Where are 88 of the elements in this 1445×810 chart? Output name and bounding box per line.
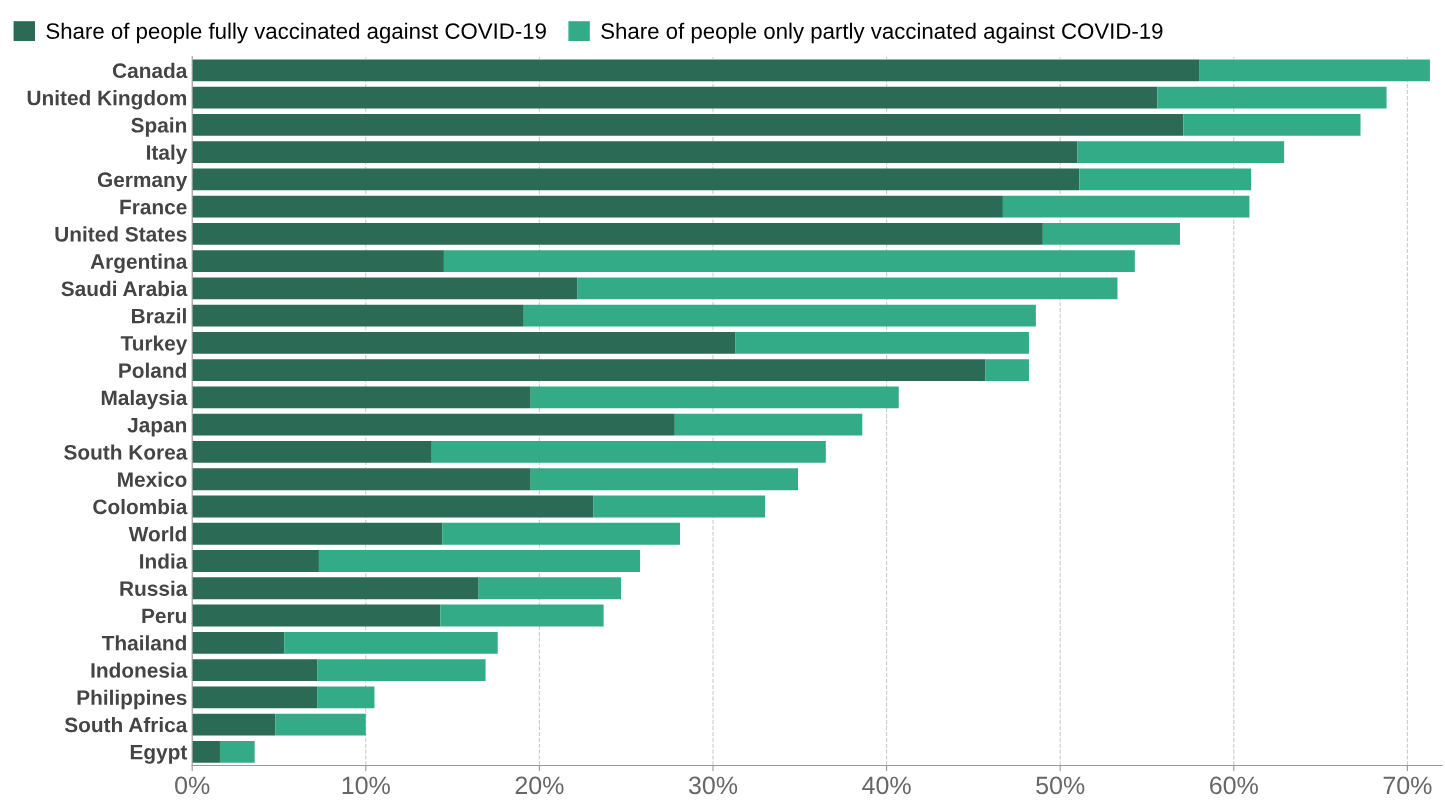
- y-tick-label: South Korea: [64, 444, 188, 460]
- bar: [735, 332, 1029, 354]
- bar: [478, 577, 621, 600]
- y-tick-label: Germany: [97, 172, 188, 192]
- bar: [192, 577, 479, 600]
- y-tick-label: India: [140, 553, 188, 569]
- bar: [192, 59, 1200, 82]
- y-tick-label: Philippines: [77, 689, 187, 710]
- bar: [674, 413, 863, 436]
- bar: [530, 468, 799, 491]
- legend-label: Share of people fully vaccinated against COVID-19: [46, 22, 546, 44]
- y-tick-label: Turkey: [120, 335, 188, 355]
- bar: [275, 713, 366, 736]
- x-tick-label: 50%: [1036, 776, 1085, 795]
- y-tick-label: Spain: [131, 117, 187, 137]
- x-tick-label: 20%: [515, 776, 564, 795]
- bar: [317, 659, 486, 681]
- y-tick-label: Russia: [120, 580, 188, 597]
- bar: [192, 686, 318, 709]
- x-tick-label: 60%: [1210, 776, 1258, 795]
- x-tick-label: 0%: [175, 776, 210, 795]
- bar: [442, 522, 680, 545]
- bar: [317, 686, 375, 709]
- x-tick-label: 40%: [862, 776, 911, 795]
- y-tick-label: United States: [55, 226, 187, 242]
- bar: [1079, 168, 1252, 191]
- bar: [219, 740, 255, 763]
- x-tick-label: 10%: [342, 776, 390, 795]
- bar: [431, 441, 826, 463]
- bar: [192, 413, 675, 436]
- bar: [192, 141, 1078, 164]
- y-tick-label: Malaysia: [101, 389, 188, 410]
- bar: [577, 277, 1118, 300]
- y-tick-label: Indonesia: [91, 662, 188, 678]
- bar: [192, 113, 1184, 136]
- bar: [1199, 59, 1430, 82]
- y-tick-label: World: [128, 526, 186, 542]
- bar: [192, 631, 285, 654]
- bar: [284, 631, 498, 654]
- bar: [523, 304, 1036, 327]
- bar: [1183, 113, 1361, 136]
- bar: [1042, 222, 1180, 245]
- bar: [192, 386, 531, 409]
- bar: [192, 277, 578, 300]
- bar: [192, 468, 531, 491]
- bar: [192, 713, 276, 736]
- bar: [192, 740, 220, 763]
- bar: [192, 359, 986, 382]
- y-tick-label: Poland: [119, 362, 186, 378]
- bar: [192, 495, 594, 518]
- bar: [192, 168, 1080, 191]
- bar: [192, 604, 441, 627]
- x-tick-label: 30%: [688, 776, 738, 795]
- x-tick-label: 70%: [1383, 776, 1432, 795]
- legend-label: Share of people only partly vaccinated against COVID-19: [601, 22, 1163, 44]
- y-tick-label: Argentina: [90, 253, 188, 274]
- bar: [192, 441, 432, 463]
- bar: [1157, 86, 1387, 109]
- bar: [192, 522, 443, 545]
- bar: [192, 304, 524, 327]
- y-tick-label: Egypt: [130, 744, 188, 764]
- bar: [1002, 195, 1250, 218]
- y-tick-label: South Africa: [64, 717, 188, 733]
- bar: [1077, 141, 1285, 164]
- y-tick-label: Canada: [112, 62, 188, 79]
- y-tick-label: Mexico: [118, 471, 187, 487]
- bar: [593, 495, 766, 518]
- bar: [192, 550, 319, 572]
- y-tick-label: Thailand: [101, 635, 186, 651]
- y-tick-label: Saudi Arabia: [61, 280, 188, 297]
- y-tick-label: Brazil: [131, 308, 186, 324]
- bar: [192, 86, 1158, 109]
- y-tick-label: Colombia: [93, 498, 188, 515]
- y-tick-label: Italy: [147, 144, 188, 164]
- bar: [192, 332, 736, 354]
- bar: [192, 250, 444, 273]
- y-tick-label: France: [120, 199, 187, 215]
- y-tick-label: Japan: [127, 417, 187, 437]
- bar: [443, 250, 1135, 273]
- bar: [192, 222, 1043, 245]
- bar: [530, 386, 899, 409]
- bar: [985, 359, 1029, 382]
- bar: [192, 659, 318, 681]
- y-tick-label: Peru: [142, 608, 186, 624]
- bar: [440, 604, 604, 627]
- bar: [192, 195, 1003, 218]
- bar: [318, 550, 641, 572]
- y-tick-label: United Kingdom: [27, 90, 187, 110]
